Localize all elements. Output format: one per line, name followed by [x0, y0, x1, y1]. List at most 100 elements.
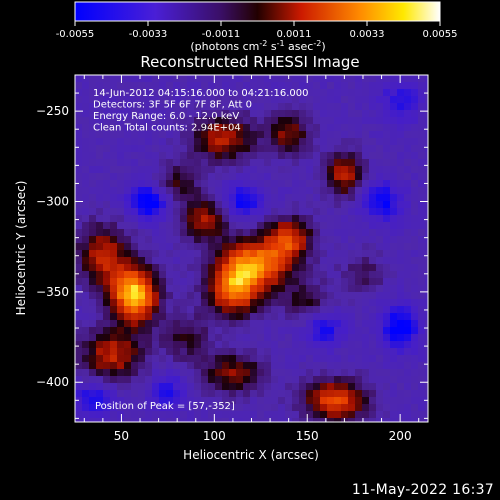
heatmap-cell	[250, 285, 258, 293]
heatmap-cell	[271, 306, 279, 314]
heatmap-cell	[222, 278, 230, 286]
heatmap-cell	[229, 215, 237, 223]
heatmap-cell	[96, 404, 104, 412]
heatmap-cell	[187, 180, 195, 188]
heatmap-cell	[299, 152, 307, 160]
heatmap-cell	[278, 334, 286, 342]
heatmap-cell	[257, 96, 265, 104]
heatmap-cell	[138, 152, 146, 160]
heatmap-cell	[411, 390, 419, 398]
heatmap-cell	[208, 362, 216, 370]
heatmap-cell	[348, 313, 356, 321]
heatmap-cell	[89, 355, 97, 363]
heatmap-cell	[383, 201, 391, 209]
heatmap-cell	[334, 75, 342, 83]
heatmap-cell	[369, 369, 377, 377]
heatmap-cell	[313, 194, 321, 202]
heatmap-cell	[355, 341, 363, 349]
heatmap-cell	[159, 103, 167, 111]
heatmap-cell	[264, 145, 272, 153]
heatmap-cell	[250, 229, 258, 237]
heatmap-cell	[383, 89, 391, 97]
heatmap-cell	[117, 383, 125, 391]
heatmap-cell	[404, 110, 412, 118]
heatmap-cell	[327, 334, 335, 342]
colorbar-tick-labels: -0.0055 -0.0033 -0.0011 0.0011 0.0033 0.0055	[56, 29, 458, 40]
heatmap-cell	[159, 264, 167, 272]
heatmap-cell	[397, 187, 405, 195]
heatmap-cell	[215, 390, 223, 398]
heatmap-cell	[187, 152, 195, 160]
heatmap-cell	[355, 152, 363, 160]
heatmap-cell	[173, 145, 181, 153]
heatmap-cell	[152, 257, 160, 265]
heatmap-cell	[166, 278, 174, 286]
heatmap-cell	[383, 152, 391, 160]
heatmap-cell	[82, 320, 90, 328]
heatmap-cell	[341, 369, 349, 377]
heatmap-cell	[166, 313, 174, 321]
heatmap-cell	[313, 271, 321, 279]
heatmap-cell	[138, 82, 146, 90]
footer-timestamp: 11-May-2022 16:37	[351, 482, 494, 498]
heatmap-cell	[278, 173, 286, 181]
heatmap-cell	[117, 229, 125, 237]
heatmap-cell	[355, 320, 363, 328]
heatmap-cell	[390, 390, 398, 398]
heatmap-cell	[425, 236, 429, 244]
heatmap-cell	[145, 82, 153, 90]
heatmap-cell	[369, 222, 377, 230]
heatmap-cell	[264, 152, 272, 160]
heatmap-cell	[376, 75, 384, 83]
heatmap-cell	[257, 341, 265, 349]
heatmap-cell	[173, 411, 181, 419]
heatmap-cell	[271, 334, 279, 342]
heatmap-cell	[82, 194, 90, 202]
heatmap-cell	[236, 376, 244, 384]
heatmap-cell	[124, 257, 132, 265]
heatmap-cell	[208, 159, 216, 167]
heatmap-cell	[75, 418, 83, 423]
heatmap-cell	[355, 292, 363, 300]
heatmap-cell	[250, 327, 258, 335]
heatmap-cell	[418, 89, 426, 97]
heatmap-cell	[348, 411, 356, 419]
heatmap-cell	[355, 348, 363, 356]
heatmap-cell	[327, 222, 335, 230]
heatmap-cell	[292, 257, 300, 265]
heatmap-cell	[250, 215, 258, 223]
heatmap-cell	[131, 278, 139, 286]
heatmap-cell	[229, 82, 237, 90]
heatmap-cell	[194, 145, 202, 153]
heatmap-cell	[82, 404, 90, 412]
heatmap-cell	[187, 222, 195, 230]
heatmap-cell	[110, 173, 118, 181]
heatmap-cell	[180, 201, 188, 209]
heatmap-cell	[201, 355, 209, 363]
heatmap-cell	[215, 194, 223, 202]
heatmap-cell	[75, 243, 83, 251]
heatmap-cell	[103, 320, 111, 328]
heatmap-cell	[404, 131, 412, 139]
heatmap-cell	[376, 89, 384, 97]
heatmap-cell	[103, 348, 111, 356]
heatmap-cell	[334, 278, 342, 286]
heatmap-cell	[411, 264, 419, 272]
heatmap-cell	[215, 285, 223, 293]
heatmap-cell	[194, 404, 202, 412]
heatmap-cell	[320, 299, 328, 307]
heatmap-cell	[369, 397, 377, 405]
heatmap-cell	[390, 75, 398, 83]
heatmap-cell	[369, 131, 377, 139]
heatmap-cell	[376, 243, 384, 251]
y-tick-label: −250	[36, 104, 69, 118]
heatmap-cell	[348, 201, 356, 209]
heatmap-cell	[152, 292, 160, 300]
colorbar-tick-label: -0.0055	[56, 29, 95, 40]
heatmap-cell	[96, 180, 104, 188]
heatmap-cell	[411, 271, 419, 279]
heatmap-cell	[264, 376, 272, 384]
heatmap-cell	[124, 187, 132, 195]
heatmap-cell	[117, 201, 125, 209]
heatmap-cell	[390, 187, 398, 195]
